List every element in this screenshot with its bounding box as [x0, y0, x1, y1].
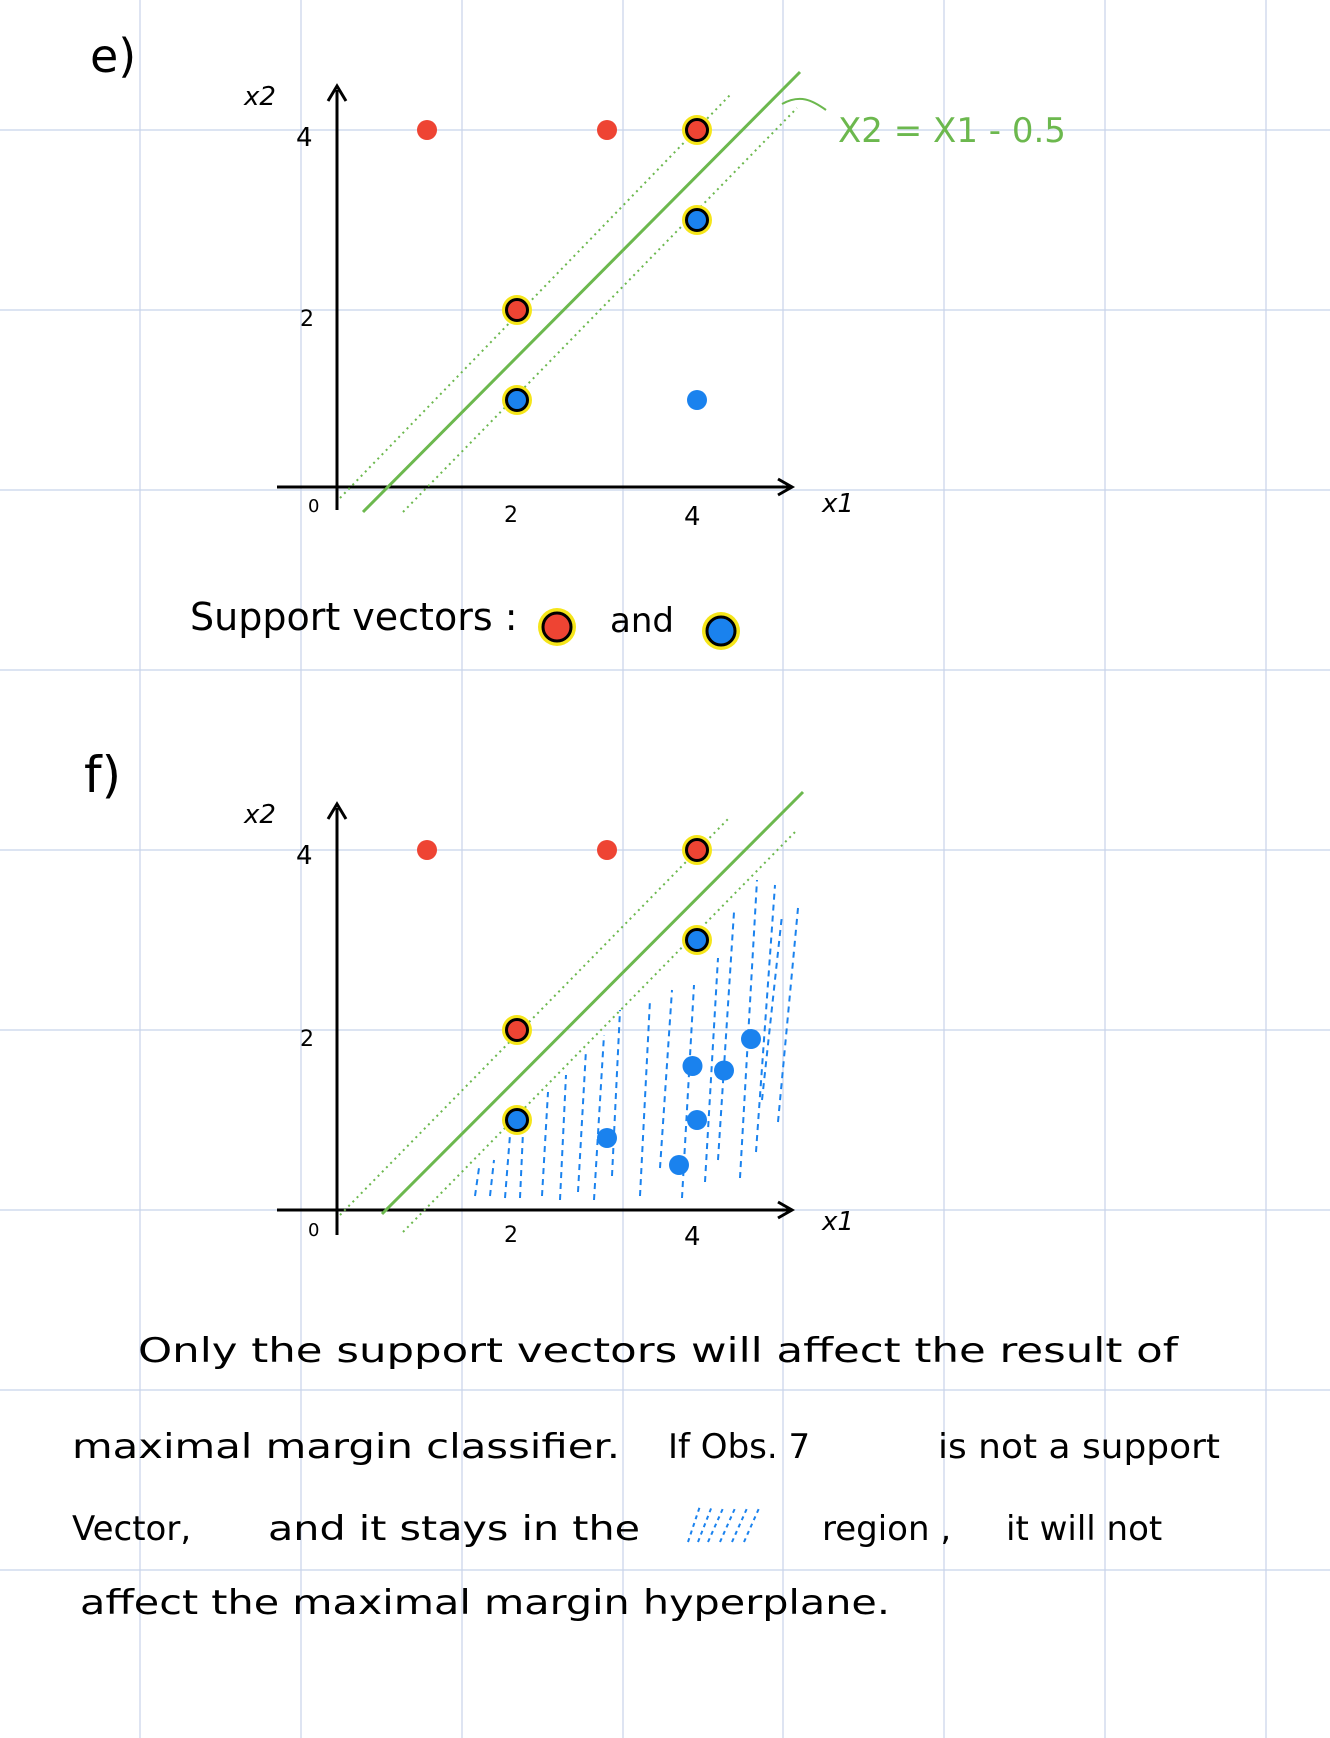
hatch-stroke: [717, 911, 735, 1161]
data-point-blue: [597, 1128, 617, 1148]
y-tick-2: 2: [300, 307, 314, 332]
support-vector-red: [502, 295, 532, 325]
hatch-stroke: [704, 957, 719, 1183]
support-vector-blue: [682, 925, 712, 955]
conclusion-line-3d: it will not: [1006, 1509, 1162, 1549]
hatch-stroke: [659, 989, 673, 1169]
data-point-blue: [741, 1029, 761, 1049]
x-axis-arrow: [777, 477, 796, 497]
support-vector-blue: [682, 205, 712, 235]
conclusion-line-2b: If Obs. 7: [668, 1427, 810, 1467]
x-tick-4: 4: [684, 1222, 701, 1252]
data-point-red: [597, 120, 617, 140]
y-tick-4: 4: [296, 123, 313, 153]
conclusion-line-2a: maximal margin classifier.: [72, 1427, 620, 1467]
support-vector-red: [682, 835, 712, 865]
conclusion-line-3b: and it stays in the: [268, 1509, 640, 1549]
hatch-stroke: [504, 1134, 511, 1199]
hatch-stroke: [593, 1034, 605, 1201]
y-axis-arrow: [326, 83, 348, 102]
hatch-stroke: [489, 1159, 495, 1197]
support-vector-red: [682, 115, 712, 145]
data-point-blue: [687, 390, 707, 410]
support-vector-blue: [502, 1105, 532, 1135]
hatch-stroke: [755, 884, 776, 1153]
conclusion-line-4: affect the maximal margin hyperplane.: [80, 1583, 890, 1623]
x-tick-2: 2: [504, 503, 518, 528]
hatch-symbol: [687, 1505, 761, 1543]
hatch-stroke: [611, 1009, 621, 1177]
x-tick-2: 2: [504, 1223, 518, 1248]
hyperplane-label: X2 = X1 - 0.5: [838, 111, 1066, 151]
hyperplane: [380, 790, 805, 1216]
origin-label: 0: [308, 1220, 319, 1241]
data-point-blue: [669, 1155, 689, 1175]
lower-margin: [402, 829, 798, 1233]
data-point-red: [417, 840, 437, 860]
support-vector-red: [502, 1015, 532, 1045]
lower-margin: [402, 107, 798, 513]
hatch-stroke: [559, 1074, 567, 1201]
data-point-red: [597, 840, 617, 860]
hatch-stroke: [739, 879, 758, 1179]
x-axis-label: x1: [821, 1207, 854, 1237]
x-axis-arrow: [777, 1200, 796, 1220]
conclusion: Only the support vectors will affect the…: [72, 1331, 1220, 1623]
support-legend-red: [538, 608, 576, 646]
support-vector-blue: [502, 385, 532, 415]
origin-label: 0: [308, 496, 319, 517]
and-text: and: [610, 601, 674, 641]
support-vectors-text: Support vectors :: [190, 595, 518, 639]
y-axis-label: x2: [243, 82, 276, 112]
y-axis-arrow: [326, 801, 348, 820]
hatch-stroke: [519, 1109, 525, 1199]
upper-margin: [339, 94, 731, 499]
y-tick-4: 4: [296, 841, 313, 871]
part-e-label: e): [90, 29, 136, 83]
conclusion-line-3a: Vector,: [72, 1509, 191, 1549]
data-point-blue: [682, 1056, 703, 1076]
data-point-blue: [687, 1110, 707, 1130]
x-axis-label: x1: [821, 489, 854, 519]
hatch-stroke: [541, 1091, 549, 1197]
hatch-stroke: [474, 1167, 480, 1197]
support-legend-blue: [702, 612, 740, 650]
conclusion-line-2c: is not a support: [938, 1427, 1220, 1467]
part-f-label: f): [84, 746, 121, 804]
points-f: [417, 835, 761, 1175]
conclusion-line-3c: region ,: [822, 1509, 951, 1549]
data-point-blue: [714, 1060, 734, 1081]
plot-e: x2 x1 0 2 4 2 4 X2 = X1 - 0.5: [243, 70, 1066, 532]
points-e: [417, 115, 712, 415]
hatch-stroke: [777, 907, 799, 1123]
x-tick-4: 4: [684, 502, 701, 532]
data-point-red: [417, 120, 437, 140]
plot-f: x2 x1 0 2 4 2 4: [243, 790, 854, 1252]
hyperplane-label-arrow: [781, 97, 827, 111]
hyperplane: [361, 70, 802, 514]
conclusion-line-1: Only the support vectors will affect the…: [138, 1331, 1179, 1371]
upper-margin: [339, 816, 731, 1216]
y-tick-2: 2: [300, 1027, 314, 1052]
hatch-stroke: [577, 1049, 587, 1193]
hatch-stroke: [761, 914, 783, 1101]
y-axis-label: x2: [243, 800, 276, 830]
